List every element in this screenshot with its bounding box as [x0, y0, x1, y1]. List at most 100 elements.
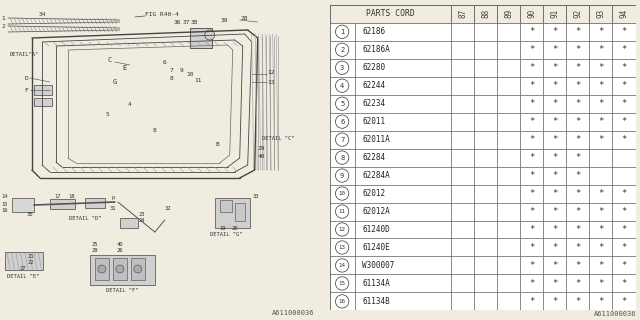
Text: A611000036: A611000036: [595, 311, 637, 317]
Bar: [520, 5, 543, 23]
Bar: [566, 95, 589, 113]
Text: *: *: [529, 261, 534, 270]
Bar: [330, 220, 355, 238]
Text: 20: 20: [232, 226, 238, 230]
Text: 62244: 62244: [362, 81, 385, 90]
Text: *: *: [621, 279, 627, 288]
Bar: [497, 256, 520, 275]
Bar: [520, 238, 543, 256]
Text: *: *: [598, 81, 604, 90]
Text: *: *: [575, 225, 580, 234]
Bar: [520, 185, 543, 203]
Bar: [34, 98, 52, 106]
Bar: [543, 275, 566, 292]
Text: *: *: [575, 297, 580, 306]
Bar: [566, 220, 589, 238]
Text: 93: 93: [596, 9, 605, 19]
Text: 1: 1: [1, 15, 5, 20]
Text: 10: 10: [186, 71, 193, 76]
Bar: [566, 5, 589, 23]
Text: *: *: [575, 99, 580, 108]
Text: D: D: [24, 76, 28, 81]
Text: *: *: [598, 99, 604, 108]
Text: *: *: [621, 261, 627, 270]
Bar: [543, 167, 566, 185]
Bar: [543, 238, 566, 256]
Bar: [520, 41, 543, 59]
Bar: [497, 275, 520, 292]
Bar: [543, 292, 566, 310]
Text: 9: 9: [340, 172, 344, 179]
Text: *: *: [552, 171, 557, 180]
Bar: [589, 238, 612, 256]
Text: 62012A: 62012A: [362, 207, 390, 216]
Bar: [355, 131, 451, 148]
Bar: [520, 131, 543, 148]
Bar: [451, 95, 474, 113]
Bar: [520, 256, 543, 275]
Bar: [589, 256, 612, 275]
Text: *: *: [598, 135, 604, 144]
Bar: [612, 77, 636, 95]
Bar: [220, 200, 232, 212]
Text: PARTS CORD: PARTS CORD: [366, 9, 415, 18]
Text: 62284: 62284: [362, 153, 385, 162]
Text: *: *: [598, 261, 604, 270]
Bar: [520, 95, 543, 113]
Bar: [355, 292, 451, 310]
Bar: [589, 113, 612, 131]
Bar: [497, 113, 520, 131]
Text: 34: 34: [38, 12, 45, 18]
Bar: [451, 167, 474, 185]
Text: *: *: [621, 225, 627, 234]
Bar: [543, 5, 566, 23]
Text: C: C: [108, 57, 112, 63]
Text: 10: 10: [339, 191, 346, 196]
Bar: [612, 95, 636, 113]
Bar: [520, 23, 543, 41]
Bar: [520, 148, 543, 167]
Bar: [330, 77, 355, 95]
Bar: [474, 59, 497, 77]
Text: E: E: [123, 65, 127, 71]
Bar: [451, 292, 474, 310]
Text: 21: 21: [28, 253, 34, 259]
Bar: [451, 59, 474, 77]
Bar: [520, 220, 543, 238]
Text: *: *: [529, 207, 534, 216]
Text: 89: 89: [504, 9, 513, 19]
Text: *: *: [552, 225, 557, 234]
Bar: [451, 220, 474, 238]
Bar: [566, 203, 589, 220]
Bar: [589, 23, 612, 41]
Bar: [355, 185, 451, 203]
Text: W300007: W300007: [362, 261, 395, 270]
Bar: [497, 185, 520, 203]
Text: 13: 13: [268, 79, 275, 84]
Text: 39: 39: [221, 18, 228, 22]
Bar: [451, 77, 474, 95]
Bar: [235, 203, 244, 221]
Bar: [330, 238, 355, 256]
Bar: [190, 28, 212, 48]
Text: 14: 14: [1, 194, 8, 198]
Text: *: *: [621, 189, 627, 198]
Text: *: *: [575, 279, 580, 288]
Text: *: *: [552, 279, 557, 288]
Text: *: *: [552, 207, 557, 216]
Text: 62186: 62186: [362, 27, 385, 36]
Bar: [589, 167, 612, 185]
Bar: [589, 77, 612, 95]
Text: 2: 2: [340, 47, 344, 53]
Text: 94: 94: [620, 9, 628, 19]
Bar: [497, 77, 520, 95]
Text: 62011: 62011: [362, 117, 385, 126]
Text: B: B: [216, 142, 220, 148]
Bar: [497, 95, 520, 113]
Bar: [543, 220, 566, 238]
Bar: [451, 185, 474, 203]
Bar: [355, 23, 451, 41]
Bar: [355, 59, 451, 77]
Text: 2: 2: [1, 23, 5, 28]
Bar: [330, 256, 355, 275]
